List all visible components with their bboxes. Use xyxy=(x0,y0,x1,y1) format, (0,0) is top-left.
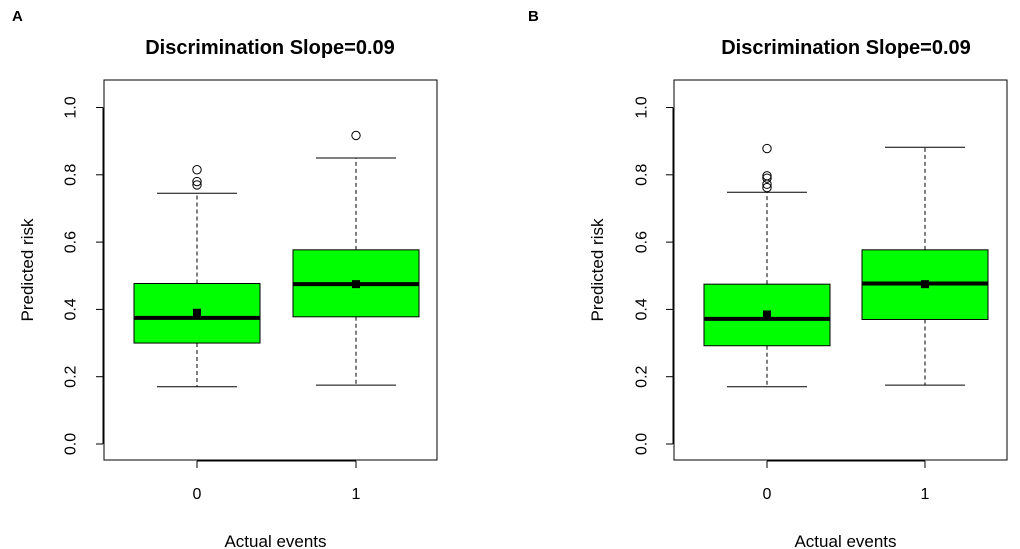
panel-a-y-tick-label: 0.6 xyxy=(63,231,80,253)
panel-a-x-axis-title: Actual events xyxy=(224,532,326,549)
panel-b-box-0-mean-marker xyxy=(763,310,771,319)
panel-b-y-tick-label: 0.2 xyxy=(634,365,651,387)
panel-a-box-0-outlier-point xyxy=(192,176,202,187)
panel-a-box-0-mean-marker xyxy=(193,308,201,317)
panel-a-y-tick-label: 0.0 xyxy=(63,433,80,455)
panel-b-chart-title: Discrimination Slope=0.09 xyxy=(721,37,971,59)
panel-a-y-tick-label: 0.8 xyxy=(63,164,80,186)
panel-a-y-tick-label: 0.4 xyxy=(63,298,80,320)
panel-a-box-0-outlier-point xyxy=(192,180,202,190)
panel-b-y-tick-label: 0.6 xyxy=(634,231,651,253)
panel-a-y-tick-label: 0.2 xyxy=(63,365,80,387)
panel-label-b: B xyxy=(528,8,539,25)
panel-b-box-1-mean-marker xyxy=(921,280,929,289)
panel-b-y-tick-label: 1.0 xyxy=(634,96,651,118)
panel-b-x-axis-title: Actual events xyxy=(794,532,896,549)
panel-b-box-0-outlier-point xyxy=(762,173,772,183)
panel-b-y-tick-label: 0.8 xyxy=(634,164,651,186)
panel-b-plot-frame xyxy=(673,79,1008,461)
panel-b-x-tick-label: 1 xyxy=(921,486,930,503)
panel-b-y-axis-title: Predicted risk xyxy=(588,218,607,321)
panel-a-box-1-outlier-point xyxy=(351,130,361,141)
panel-label-a: A xyxy=(12,8,23,25)
panel-a-x-tick-label: 0 xyxy=(193,486,202,503)
panel-a-box-1-mean-marker xyxy=(352,280,360,289)
panel-a-chart-title: Discrimination Slope=0.09 xyxy=(145,37,395,59)
panel-a-y-tick-label: 1.0 xyxy=(63,96,80,118)
panel-a-plot-frame xyxy=(103,79,438,461)
panel-a-y-axis-title: Predicted risk xyxy=(18,218,37,321)
panel-b-box-0-outlier-point xyxy=(762,143,772,154)
panel-b-y-tick-label: 0.4 xyxy=(634,298,651,320)
panel-b-x-tick-label: 0 xyxy=(763,486,772,503)
panel-b-box-0-outlier-point xyxy=(762,182,772,193)
panel-a-box-0-outlier-point xyxy=(192,165,202,175)
panel-b-y-tick-label: 0.0 xyxy=(634,433,651,455)
panel-a-x-tick-label: 1 xyxy=(352,486,361,503)
panel-b-box-0-outlier-point xyxy=(762,171,772,181)
